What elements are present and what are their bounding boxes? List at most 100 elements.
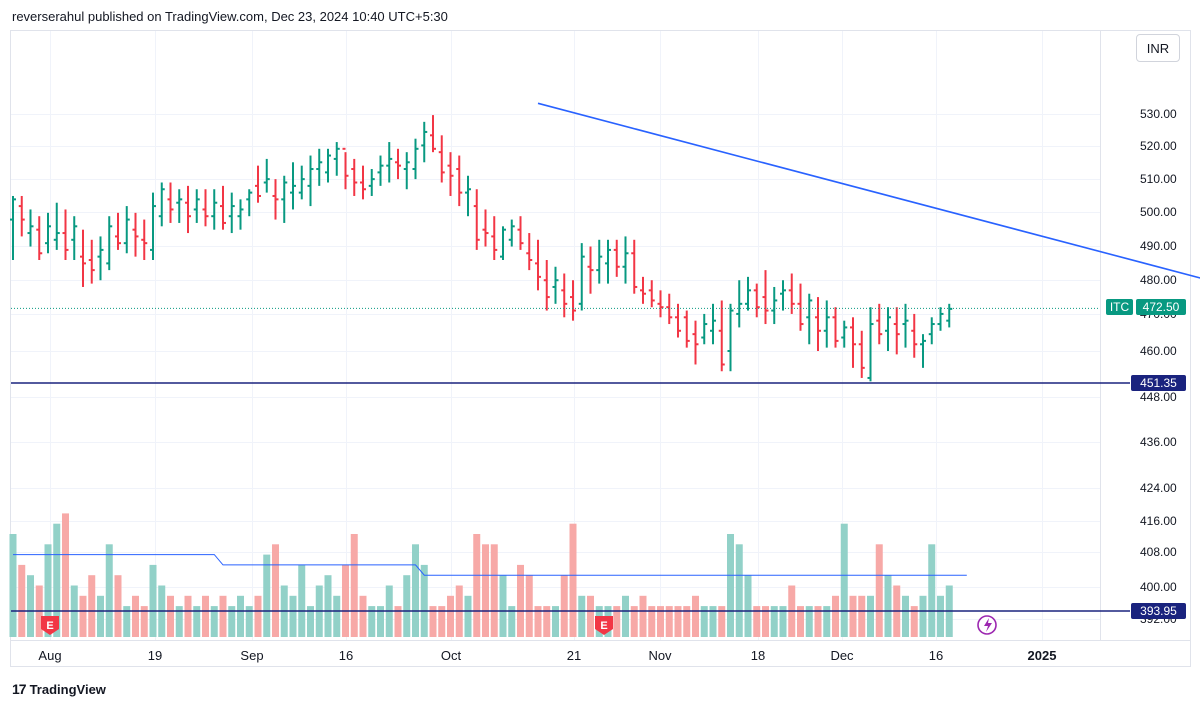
ohlc-bar	[902, 303, 909, 348]
volume-bar	[394, 606, 402, 637]
ohlc-bar	[255, 165, 261, 203]
hline-badge-394: 393.95	[1131, 603, 1186, 619]
volume-bar	[867, 595, 874, 637]
volume-bar	[709, 606, 717, 637]
ohlc-bar	[325, 148, 331, 183]
ohlc-bar	[185, 185, 191, 234]
volume-bar	[219, 595, 227, 637]
ohlc-bar	[710, 303, 716, 345]
ohlc-bar	[465, 175, 471, 217]
volume-bar	[735, 544, 743, 637]
ohlc-bar	[228, 192, 235, 234]
volume-bar	[473, 534, 481, 637]
ohlc-bar	[10, 195, 16, 261]
earnings-marker-icon[interactable]: E	[595, 616, 613, 635]
volume-bar	[517, 564, 524, 637]
ohlc-bar	[36, 216, 43, 261]
price-tick-label: 400.00	[1140, 580, 1177, 594]
volume-bar	[805, 606, 813, 637]
ohlc-bar	[561, 273, 568, 318]
volume-bar	[613, 606, 621, 637]
ohlc-bar	[788, 273, 795, 314]
volume-bar	[674, 606, 682, 637]
ohlc-bar	[570, 280, 576, 321]
volume-bar	[937, 595, 944, 637]
hline-label-394: 393.95	[1140, 604, 1177, 618]
ohlc-bar	[316, 148, 323, 186]
ohlc-bar	[780, 280, 786, 311]
ohlc-bar	[683, 310, 690, 348]
currency-selector[interactable]: INR	[1136, 34, 1180, 62]
volume-bar	[307, 606, 314, 637]
ohlc-bar	[123, 206, 130, 254]
volume-bar	[175, 606, 183, 637]
price-tick-label: 480.00	[1140, 273, 1177, 287]
publish-info: reverserahul published on TradingView.co…	[12, 9, 448, 24]
volume-bar	[622, 595, 629, 637]
ohlc-bar	[508, 219, 515, 247]
ohlc-bar	[876, 303, 883, 345]
ohlc-bar	[806, 293, 813, 345]
ohlc-bar	[771, 286, 778, 325]
ohlc-bar	[246, 189, 253, 217]
volume-bar	[298, 564, 306, 637]
ohlc-bar	[605, 239, 611, 284]
ohlc-bar	[911, 313, 918, 358]
ohlc-bar	[613, 239, 620, 277]
volume-bar	[814, 606, 822, 637]
dividend-event-icon[interactable]	[977, 615, 997, 635]
svg-text:E: E	[600, 620, 607, 632]
price-tick-label: 530.00	[1140, 107, 1177, 121]
ohlc-bar	[701, 313, 708, 345]
ohlc-bar	[45, 212, 51, 254]
ohlc-bar	[762, 270, 769, 325]
volume-bar	[254, 595, 262, 637]
volume-bar	[779, 606, 787, 637]
symbol-badge: ITC	[1106, 299, 1133, 315]
ohlc-bar	[88, 239, 95, 284]
volume-bar	[884, 575, 892, 637]
volume-bar	[359, 595, 367, 637]
ohlc-bar	[412, 138, 419, 180]
price-tick-label: 448.00	[1140, 390, 1177, 404]
time-tick-label: 21	[567, 648, 581, 663]
ohlc-bar	[727, 303, 734, 372]
ohlc-bar	[692, 320, 699, 365]
ohlc-bar	[482, 209, 489, 247]
ohlc-bar	[360, 165, 366, 200]
tradingview-logo[interactable]: 17 TradingView	[12, 681, 106, 697]
price-tick-label: 436.00	[1140, 435, 1177, 449]
volume-bar	[692, 595, 699, 637]
ohlc-bar	[473, 189, 480, 250]
time-tick-label: 16	[339, 648, 353, 663]
earnings-marker-icon[interactable]: E	[41, 616, 59, 635]
volume-bar	[62, 513, 69, 637]
ohlc-bar	[430, 115, 436, 153]
tradingview-logo-icon: 17	[12, 681, 27, 697]
volume-bar	[18, 564, 26, 637]
ohlc-bar	[928, 317, 935, 345]
volume-bar	[53, 523, 61, 637]
volume-bar	[9, 534, 17, 637]
ohlc-bar	[403, 152, 410, 190]
ohlc-bar	[167, 182, 174, 223]
ohlc-bar	[97, 236, 104, 281]
volume-bar	[797, 606, 804, 637]
volume-bar	[420, 564, 428, 637]
volume-bar	[289, 595, 297, 637]
ohlc-bar	[298, 165, 305, 200]
ohlc-bar	[263, 158, 270, 193]
volume-bar	[167, 595, 174, 637]
trendline[interactable]	[537, 102, 1200, 345]
ohlc-bar	[193, 189, 200, 223]
volume-bar	[193, 606, 201, 637]
ohlc-bar	[211, 189, 218, 230]
volume-bar	[823, 606, 831, 637]
price-tick-label: 510.00	[1140, 172, 1177, 186]
volume-bar	[114, 575, 122, 637]
volume-bar	[210, 606, 218, 637]
ohlc-bar	[753, 283, 760, 318]
ohlc-bar	[937, 307, 944, 331]
ohlc-bar	[797, 283, 804, 331]
